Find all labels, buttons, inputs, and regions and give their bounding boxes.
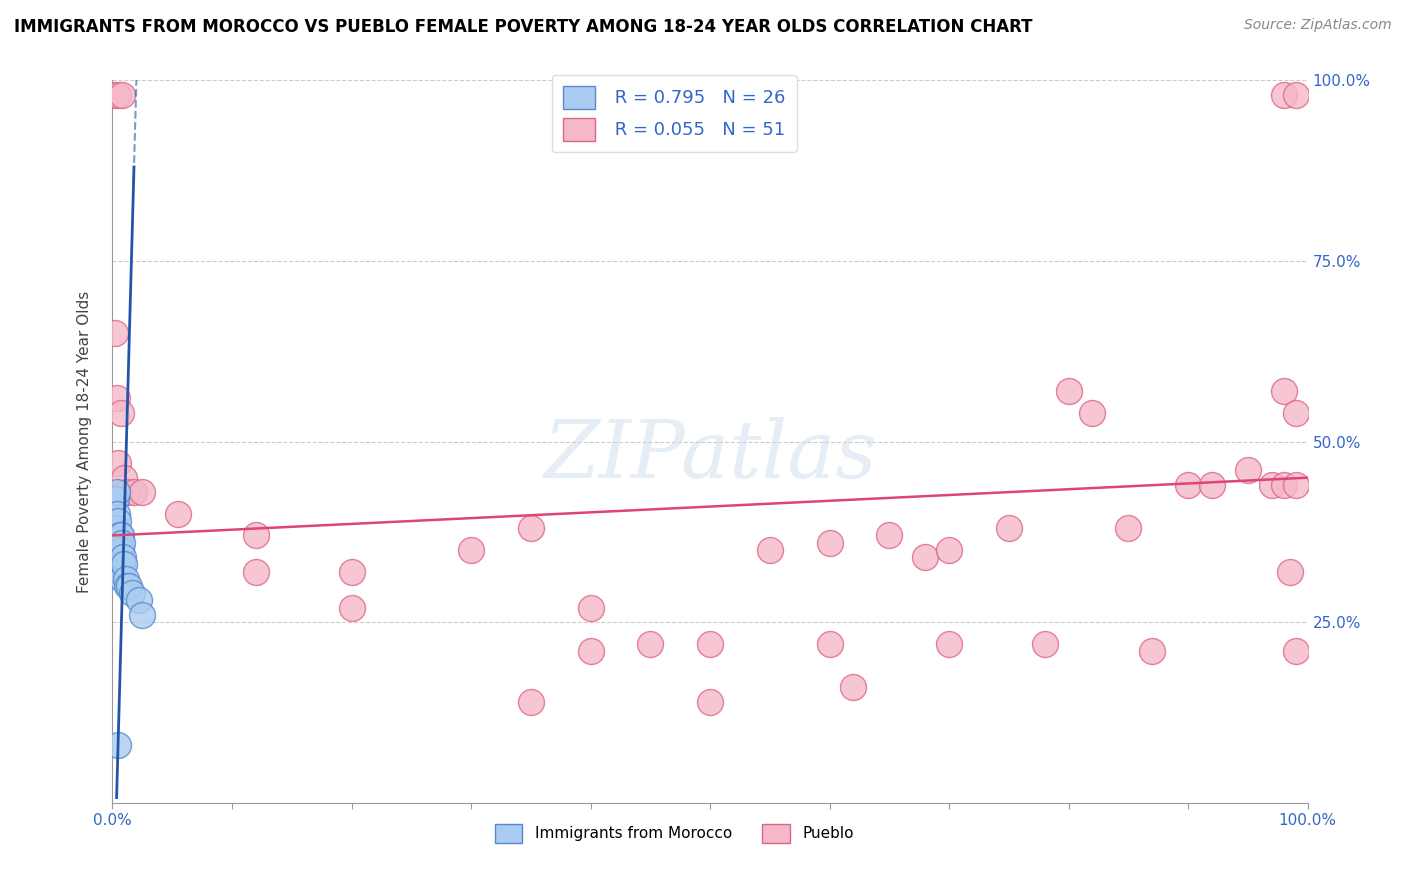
Point: [105, 391, 128, 405]
Point: [105, 521, 128, 535]
Point: [460, 542, 482, 557]
Point: [110, 542, 132, 557]
Point: [104, 87, 127, 102]
Point: [1272, 478, 1295, 492]
Point: [340, 600, 363, 615]
Point: [1177, 478, 1199, 492]
Point: [114, 572, 136, 586]
Text: Source: ZipAtlas.com: Source: ZipAtlas.com: [1244, 18, 1392, 32]
Point: [167, 507, 190, 521]
Point: [111, 87, 134, 102]
Point: [111, 558, 134, 572]
Point: [104, 492, 127, 507]
Point: [115, 579, 138, 593]
Point: [108, 542, 131, 557]
Point: [121, 586, 143, 600]
Point: [699, 637, 721, 651]
Y-axis label: Female Poverty Among 18-24 Year Olds: Female Poverty Among 18-24 Year Olds: [77, 291, 91, 592]
Point: [1237, 463, 1260, 477]
Point: [914, 550, 936, 565]
Point: [340, 565, 363, 579]
Point: [110, 565, 132, 579]
Point: [1057, 384, 1080, 398]
Point: [579, 600, 602, 615]
Point: [1285, 406, 1308, 420]
Point: [1285, 478, 1308, 492]
Point: [1278, 565, 1301, 579]
Point: [699, 695, 721, 709]
Point: [107, 514, 129, 528]
Point: [122, 485, 145, 500]
Point: [879, 528, 901, 542]
Point: [108, 528, 131, 542]
Point: [640, 637, 662, 651]
Point: [520, 521, 543, 535]
Point: [1285, 644, 1308, 658]
Point: [131, 607, 153, 622]
Point: [1118, 521, 1140, 535]
Point: [111, 572, 134, 586]
Point: [110, 528, 132, 542]
Point: [1033, 637, 1056, 651]
Point: [111, 535, 134, 549]
Point: [818, 535, 841, 549]
Point: [520, 695, 543, 709]
Point: [818, 637, 841, 651]
Point: [938, 637, 960, 651]
Point: [131, 485, 153, 500]
Point: [1081, 406, 1104, 420]
Point: [107, 535, 129, 549]
Point: [998, 521, 1021, 535]
Point: [107, 738, 129, 752]
Point: [114, 558, 135, 572]
Point: [1261, 478, 1284, 492]
Point: [128, 593, 150, 607]
Point: [245, 565, 267, 579]
Point: [107, 550, 129, 565]
Text: IMMIGRANTS FROM MOROCCO VS PUEBLO FEMALE POVERTY AMONG 18-24 YEAR OLDS CORRELATI: IMMIGRANTS FROM MOROCCO VS PUEBLO FEMALE…: [14, 18, 1032, 36]
Point: [105, 507, 128, 521]
Point: [108, 558, 131, 572]
Point: [105, 485, 128, 500]
Point: [759, 542, 782, 557]
Point: [938, 542, 960, 557]
Point: [107, 456, 129, 470]
Point: [105, 492, 128, 507]
Point: [110, 406, 132, 420]
Point: [118, 579, 141, 593]
Point: [842, 680, 865, 694]
Point: [1272, 87, 1295, 102]
Legend: Immigrants from Morocco, Pueblo: Immigrants from Morocco, Pueblo: [489, 817, 859, 849]
Point: [1272, 384, 1295, 398]
Point: [1142, 644, 1164, 658]
Point: [1285, 87, 1308, 102]
Point: [104, 326, 127, 340]
Point: [115, 485, 138, 500]
Point: [245, 528, 267, 542]
Point: [1201, 478, 1223, 492]
Point: [107, 87, 129, 102]
Point: [579, 644, 602, 658]
Point: [112, 550, 135, 565]
Text: ZIPatlas: ZIPatlas: [543, 417, 877, 495]
Point: [114, 470, 135, 484]
